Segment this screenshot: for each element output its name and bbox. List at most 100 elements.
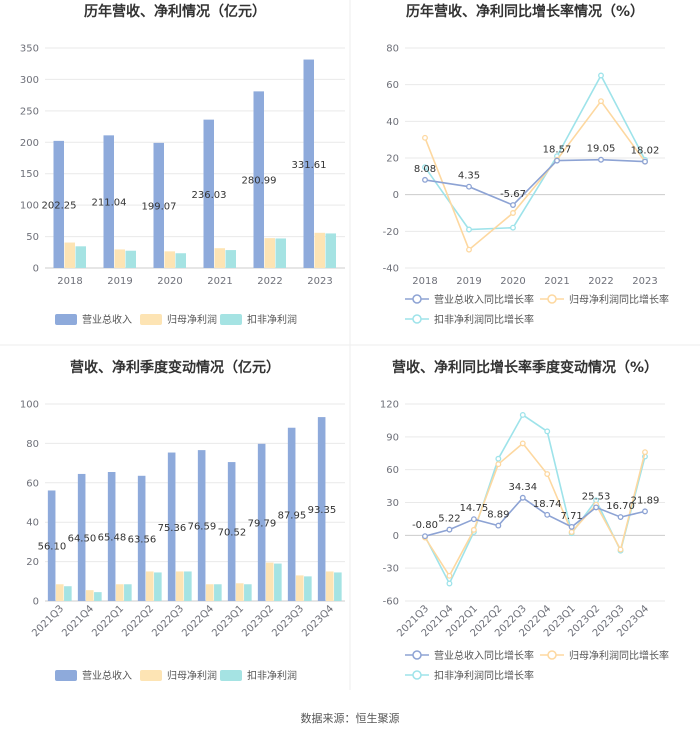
- quarterly-bars-data-label: 79.79: [248, 518, 277, 529]
- quarterly-bars-data-label: 65.48: [98, 533, 127, 544]
- annual-lines-line-revenue: [424, 158, 646, 207]
- annual-lines-xtick: 2022: [588, 276, 613, 287]
- quarterly-bars-xtick: 2022Q4: [180, 603, 216, 639]
- quarterly-bars-bar-net-profit: [55, 584, 64, 601]
- quarterly-lines-legend-label: 归母净利润同比增长率: [569, 649, 669, 662]
- quarterly-bars-bar-revenue: [257, 443, 266, 601]
- quarterly-bars-bar-revenue: [227, 462, 236, 601]
- quarterly-lines-point: [422, 533, 428, 540]
- quarterly-lines-point: [519, 494, 526, 501]
- annual-bars-bar-net-profit: [114, 249, 125, 268]
- quarterly-bars-data-label: 87.95: [278, 510, 307, 521]
- annual-bars-xtick: 2023: [307, 276, 332, 287]
- annual-bars-group: 历年营收、净利情况（亿元） 0 50 100 150 200 250 300 350 2018 20…: [20, 3, 345, 326]
- quarterly-lines-ytick: 0: [393, 531, 399, 542]
- annual-bars-title: 历年营收、净利情况（亿元）: [84, 3, 266, 20]
- annual-bars-ytick: 250: [20, 106, 39, 117]
- annual-lines-xtick: 2021: [544, 276, 569, 287]
- quarterly-lines-point: [593, 504, 600, 511]
- quarterly-bars-legend-label: 归母净利润: [167, 669, 217, 682]
- annual-bars-xtick: 2018: [57, 276, 82, 287]
- annual-bars-ytick: 0: [33, 264, 39, 275]
- annual-lines-point: [466, 183, 472, 190]
- annual-bars-legend-label: 归母净利润: [167, 313, 217, 326]
- annual-lines-point: [466, 246, 472, 253]
- quarterly-bars-xtick: 2023Q4: [300, 603, 336, 639]
- quarterly-bars-bar-deducted-profit: [184, 571, 192, 601]
- annual-bars-xtick: 2019: [107, 276, 132, 287]
- annual-bars-xtick: 2021: [207, 276, 232, 287]
- quarterly-bars-legend-swatch: [140, 670, 162, 681]
- quarterly-lines-ytick: -30: [383, 564, 399, 575]
- annual-lines-legend-label: 扣非净利润同比增长率: [434, 313, 534, 326]
- annual-bars-ytick: 100: [20, 201, 39, 212]
- annual-lines-data-label: 8.08: [414, 164, 436, 175]
- annual-bars-bar-revenue: [53, 140, 64, 268]
- annual-lines-legend-label: 营业总收入同比增长率: [434, 293, 534, 306]
- annual-bars-bar-deducted-profit: [175, 253, 186, 268]
- quarterly-lines-point: [519, 411, 526, 418]
- quarterly-lines-data-label: -0.80: [412, 520, 438, 531]
- quarterly-lines-point: [495, 461, 502, 468]
- annual-bars-ytick: 50: [26, 232, 39, 243]
- annual-lines-ytick: -20: [383, 227, 399, 238]
- quarterly-bars-bar-deducted-profit: [334, 572, 342, 601]
- quarterly-bars-bar-deducted-profit: [64, 586, 72, 601]
- quarterly-lines-point: [470, 526, 477, 533]
- quarterly-bars-bar-net-profit: [265, 562, 274, 601]
- annual-bars-data-label: 211.04: [92, 198, 127, 209]
- quarterly-bars-xtick: 2021Q4: [60, 603, 96, 639]
- quarterly-lines-line-net-profit: [424, 442, 646, 578]
- annual-bars-ytick: 200: [20, 138, 39, 149]
- quarterly-lines-point: [617, 514, 624, 521]
- quarterly-lines-point: [446, 580, 453, 587]
- quarterly-bars-xtick: 2022Q3: [150, 603, 186, 639]
- annual-bars-bar-revenue: [153, 142, 164, 268]
- quarterly-lines-point: [544, 428, 551, 435]
- quarterly-bars-bar-net-profit: [325, 571, 334, 601]
- annual-bars-data-label: 331.61: [292, 160, 327, 171]
- annual-lines-ytick: 0: [393, 190, 399, 201]
- quarterly-lines-point: [568, 523, 575, 530]
- annual-bars-ytick: 300: [20, 75, 39, 86]
- quarterly-lines-data-label: 21.89: [631, 495, 660, 506]
- quarterly-bars-bar-net-profit: [295, 575, 304, 601]
- quarterly-bars-ytick: 0: [33, 597, 39, 608]
- annual-bars-legend-label: 营业总收入: [82, 313, 132, 326]
- annual-bars-bar-revenue: [103, 135, 114, 268]
- annual-bars-bar-net-profit: [264, 238, 275, 268]
- annual-bars-xtick: 2020: [157, 276, 182, 287]
- annual-lines-point: [510, 224, 516, 231]
- annual-bars-data-label: 280.99: [242, 176, 277, 187]
- quarterly-bars-data-label: 70.52: [218, 528, 247, 539]
- quarterly-bars-legend-label: 营业总收入: [82, 669, 132, 682]
- quarterly-lines-legend-label: 扣非净利润同比增长率: [434, 669, 534, 682]
- annual-bars-bar-revenue: [253, 91, 264, 268]
- quarterly-bars-bar-revenue: [287, 427, 296, 601]
- annual-lines-ytick: 60: [386, 80, 399, 91]
- annual-lines-point: [598, 72, 604, 79]
- annual-bars-bar-deducted-profit: [275, 238, 286, 268]
- quarterly-bars-bar-net-profit: [235, 583, 244, 601]
- quarterly-bars-group: 营收、净利季度变动情况（亿元）0204060801002021Q32021Q42…: [20, 359, 345, 682]
- quarterly-lines-ytick: -60: [383, 597, 399, 608]
- quarterly-bars-bar-deducted-profit: [274, 563, 282, 601]
- quarterly-lines-point: [617, 546, 624, 553]
- quarterly-bars-bar-deducted-profit: [124, 584, 132, 601]
- annual-lines-title: 历年营收、净利同比增长率情况（%）: [406, 3, 644, 20]
- quarterly-lines-data-label: 5.22: [438, 514, 460, 525]
- annual-bars-bar-net-profit: [214, 248, 225, 268]
- annual-bars-data-label: 236.03: [192, 190, 227, 201]
- annual-bars-bar-revenue: [203, 119, 214, 269]
- annual-lines-data-label: 18.57: [543, 145, 572, 156]
- annual-bars-legend-swatch: [55, 314, 77, 325]
- quarterly-bars-bar-net-profit: [175, 571, 184, 601]
- quarterly-bars-legend-label: 扣非净利润: [247, 669, 297, 682]
- quarterly-lines-data-label: 25.53: [582, 491, 611, 502]
- quarterly-lines-data-label: 16.70: [606, 501, 635, 512]
- annual-lines-group: 历年营收、净利同比增长率情况（%） -40 -20 0 20 40 60 80 2018 2019…: [383, 3, 669, 326]
- quarterly-bars-ytick: 40: [26, 518, 39, 529]
- quarterly-bars-bar-revenue: [77, 473, 86, 601]
- annual-bars-bar-deducted-profit: [325, 233, 336, 268]
